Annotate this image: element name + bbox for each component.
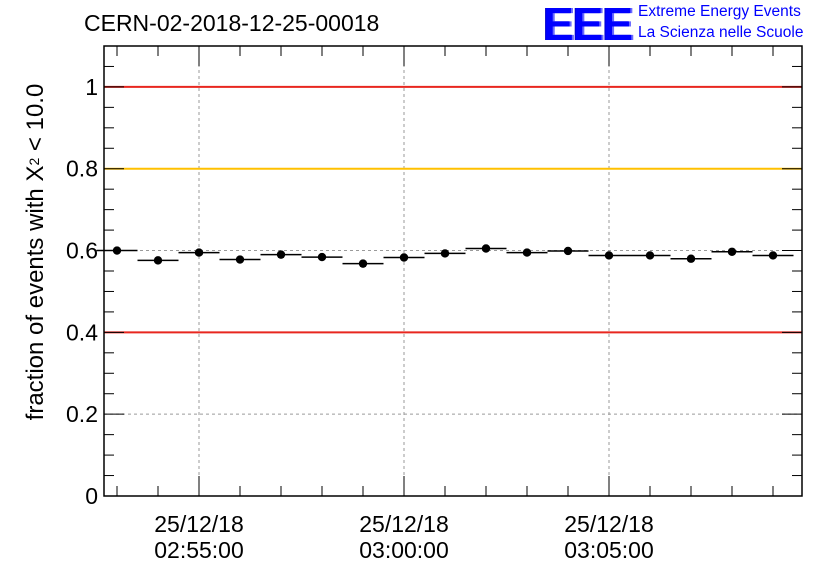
data-point-0 (96, 246, 138, 255)
data-point-8 (424, 249, 466, 258)
data-point-marker (194, 248, 204, 257)
data-point-16 (752, 251, 794, 260)
data-point-9 (465, 244, 507, 253)
data-point-6 (342, 259, 384, 268)
data-point-12 (588, 251, 630, 260)
data-point-5 (301, 252, 343, 262)
data-point-marker (153, 256, 163, 265)
data-point-3 (219, 255, 261, 264)
data-point-13 (629, 251, 671, 260)
y-tick-label-1: 0.2 (66, 401, 98, 427)
data-point-10 (506, 248, 548, 257)
x-tick-label-date-2: 25/12/18 (564, 511, 654, 537)
x-tick-label-date-0: 25/12/18 (154, 511, 244, 537)
run-title: CERN-02-2018-12-25-00018 (84, 10, 380, 36)
data-point-marker (522, 248, 532, 257)
data-point-marker (112, 246, 122, 255)
data-point-marker (317, 252, 327, 262)
eee-logo: EEE (543, 0, 633, 50)
data-point-2 (178, 248, 220, 257)
y-tick-label-2: 0.4 (66, 319, 98, 345)
y-tick-label-0: 0 (85, 483, 98, 509)
data-point-11 (547, 246, 589, 256)
x-tick-label-time-1: 03:00:00 (359, 537, 449, 563)
data-point-15 (711, 247, 753, 256)
plot-frame (103, 45, 803, 497)
logo-subtitle-line1: Extreme Energy Events (638, 3, 801, 20)
data-point-marker (686, 254, 696, 263)
data-point-7 (383, 253, 425, 262)
data-point-marker (768, 251, 778, 260)
data-point-marker (645, 251, 655, 260)
data-point-marker (399, 253, 409, 262)
y-tick-label-4: 0.8 (66, 156, 98, 182)
data-point-marker (276, 250, 286, 259)
y-tick-label-5: 1 (85, 74, 98, 100)
data-point-14 (670, 254, 712, 263)
data-point-4 (260, 250, 302, 259)
x-tick-label-time-2: 03:05:00 (564, 537, 654, 563)
y-tick-label-3: 0.6 (66, 238, 98, 264)
data-point-1 (137, 256, 179, 265)
data-point-marker (604, 251, 614, 260)
x-tick-label-date-1: 25/12/18 (359, 511, 449, 537)
data-point-marker (563, 246, 573, 256)
data-point-marker (358, 259, 368, 268)
logo-subtitle-line2: La Scienza nelle Scuole (638, 24, 804, 41)
x-tick-label-time-0: 02:55:00 (154, 537, 244, 563)
data-point-marker (481, 244, 491, 253)
data-point-marker (235, 255, 245, 264)
data-point-marker (440, 249, 450, 258)
data-point-marker (727, 247, 737, 256)
